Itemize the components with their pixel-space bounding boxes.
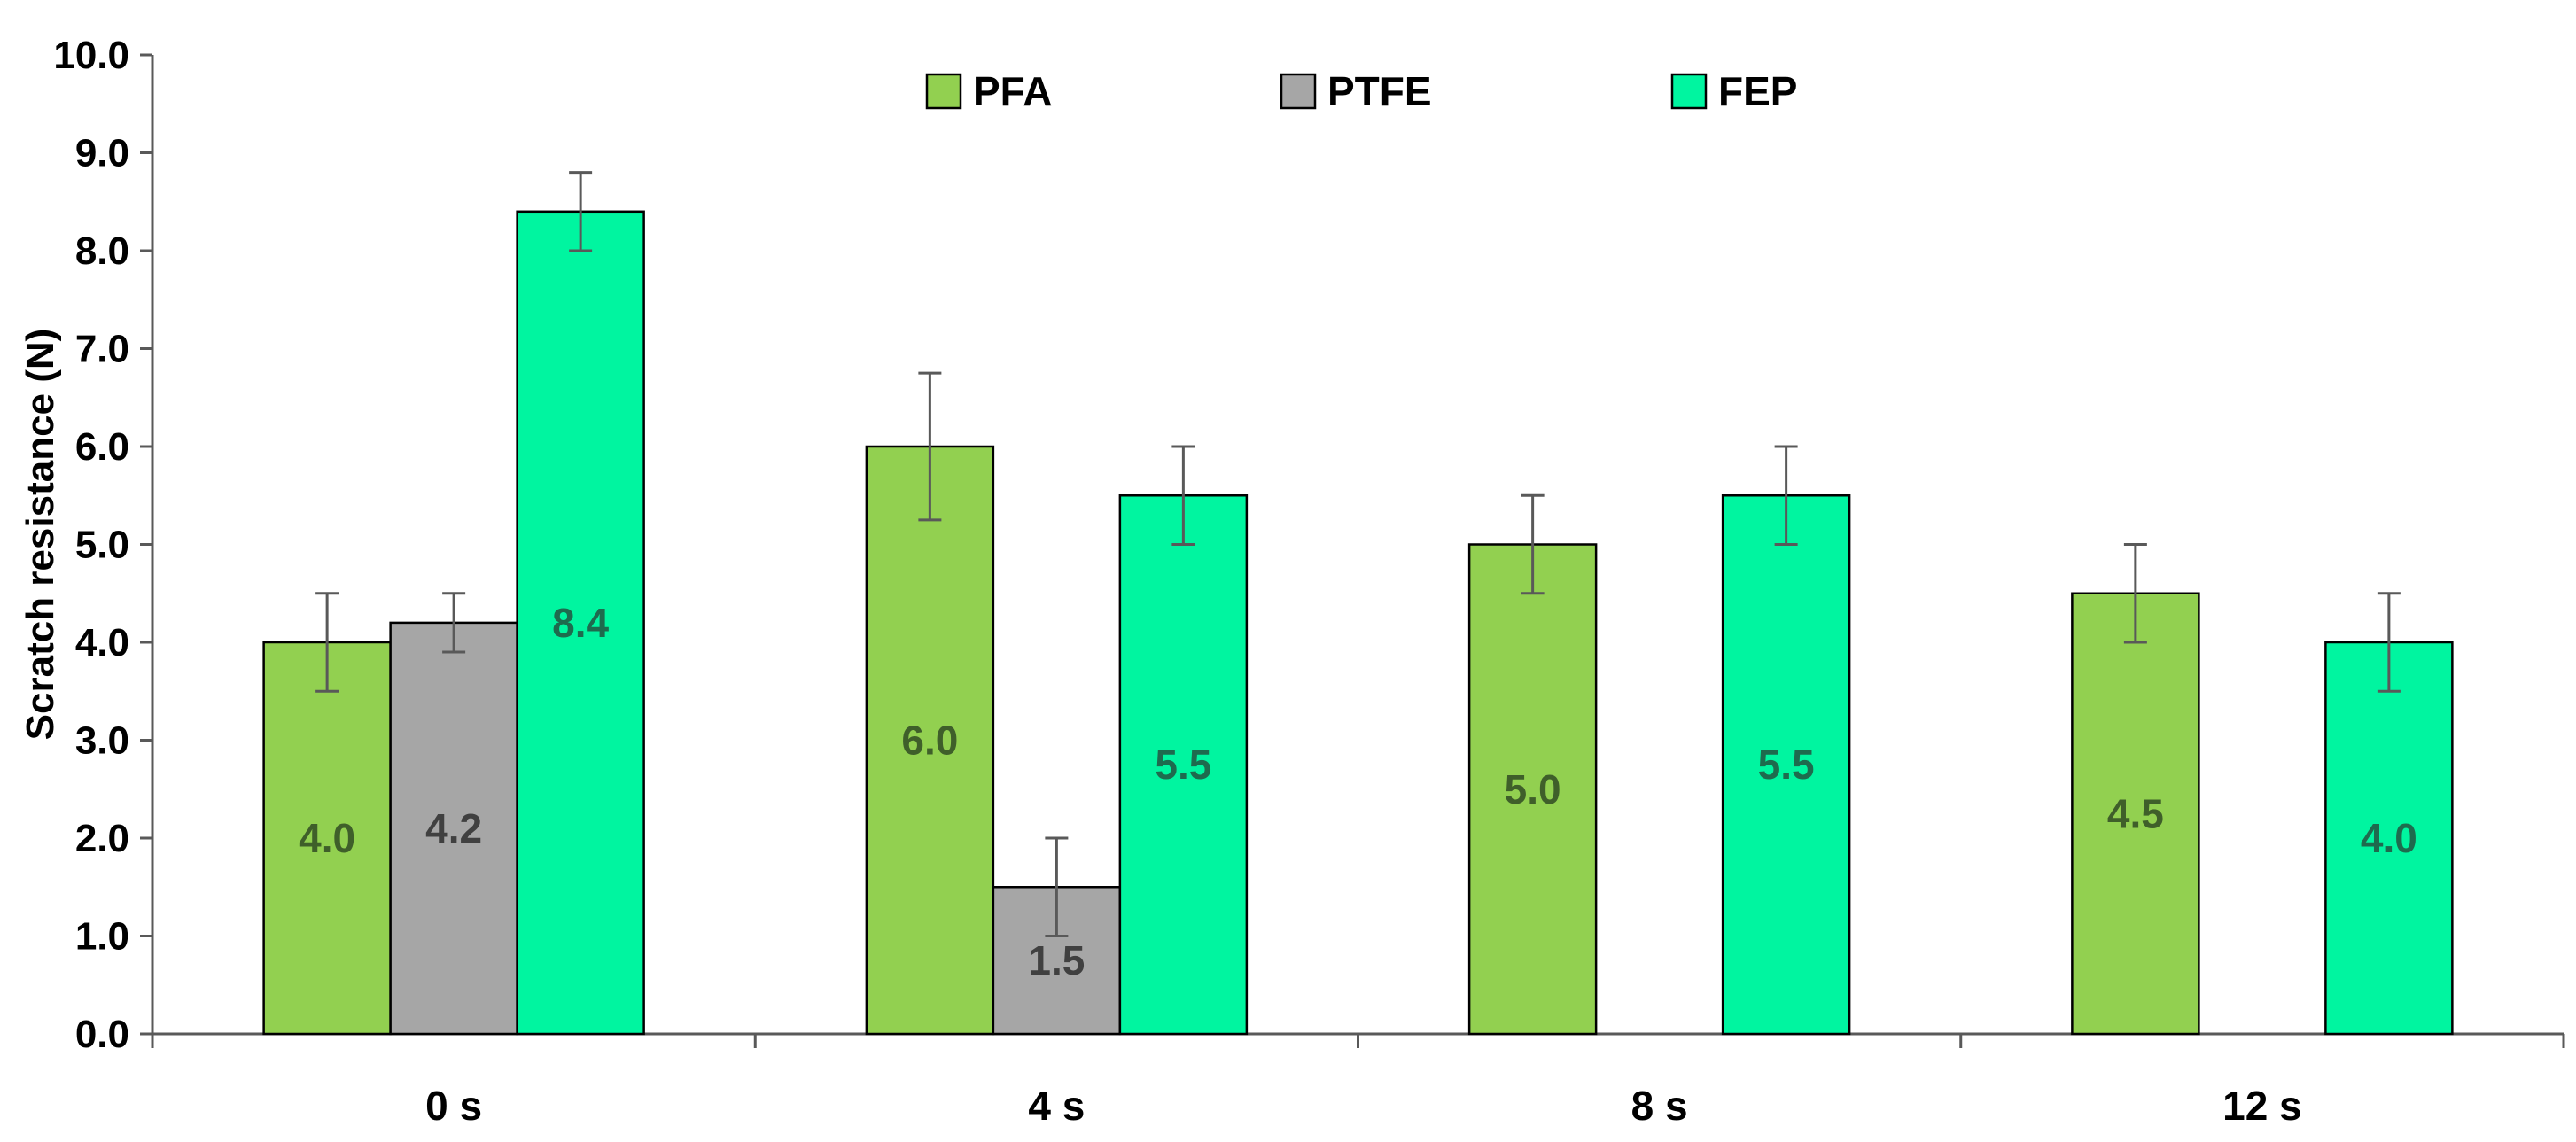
- y-tick-label: 2.0: [75, 817, 129, 860]
- data-label-fep: 4.0: [2361, 815, 2417, 861]
- x-axis: 0 s 4 s 8 s 12 s: [151, 1032, 2565, 1129]
- legend-label-fep: FEP: [1718, 68, 1797, 114]
- data-label-fep: 8.4: [552, 600, 609, 646]
- x-tick-label: 0 s: [425, 1083, 482, 1129]
- y-tick-label: 1.0: [75, 915, 129, 959]
- data-label-pfa: 4.5: [2107, 790, 2164, 836]
- y-tick-label: 7.0: [75, 328, 129, 371]
- bar-fep: [516, 210, 645, 1036]
- y-tick-label: 0.0: [75, 1013, 129, 1056]
- bars: [262, 210, 2454, 1036]
- data-label-pfa: 4.0: [299, 815, 355, 861]
- bar-pfa: [2071, 592, 2200, 1036]
- y-tick-label: 4.0: [75, 621, 129, 664]
- x-tick-label: 8 s: [1631, 1083, 1688, 1129]
- y-axis-title: Scratch resistance (N): [19, 329, 62, 741]
- x-tick-label: 12 s: [2222, 1083, 2302, 1129]
- data-label-fep: 5.5: [1155, 742, 1211, 788]
- y-axis: 0.0 1.0 2.0 3.0 4.0 5.0 6.0 7.0 8.0 9.0 10.0: [53, 34, 154, 1056]
- y-tick-label: 6.0: [75, 425, 129, 469]
- bar-fep: [1721, 494, 1851, 1036]
- y-tick-label: 5.0: [75, 524, 129, 567]
- data-labels: 4.0 6.0 5.0 4.5 4.2 1.5 8.4 5.5 5.5 4.0: [299, 600, 2417, 983]
- y-tick-label: 3.0: [75, 719, 129, 763]
- data-label-ptfe: 1.5: [1028, 937, 1085, 983]
- y-tick-label: 10.0: [53, 34, 129, 77]
- bar-fep: [1118, 494, 1249, 1036]
- error-bars: [315, 171, 2401, 937]
- bar-fep: [2324, 641, 2454, 1036]
- x-tick-label: 4 s: [1028, 1083, 1085, 1129]
- legend: PFA PTFE FEP: [925, 68, 1797, 114]
- data-label-pfa: 5.0: [1505, 766, 1561, 812]
- legend-label-pfa: PFA: [973, 68, 1052, 114]
- legend-swatch-fep: [1670, 73, 1708, 110]
- data-label-pfa: 6.0: [901, 718, 958, 764]
- y-tick-label: 9.0: [75, 132, 129, 175]
- legend-swatch-ptfe: [1280, 73, 1317, 110]
- legend-label-ptfe: PTFE: [1327, 68, 1432, 114]
- data-label-fep: 5.5: [1758, 742, 1815, 788]
- legend-swatch-pfa: [925, 73, 962, 110]
- data-label-ptfe: 4.2: [425, 805, 482, 851]
- y-tick-label: 8.0: [75, 229, 129, 273]
